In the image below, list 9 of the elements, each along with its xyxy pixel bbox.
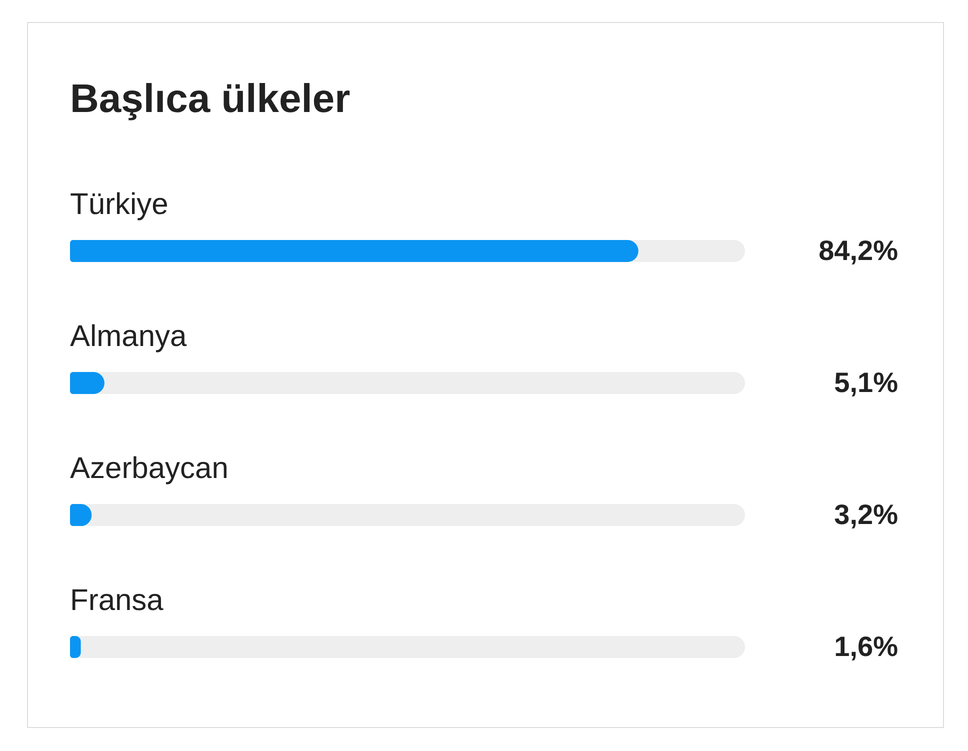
data-label: 84,2% — [818, 235, 898, 266]
y-tick-label: Azerbaycan — [70, 452, 228, 485]
y-tick-label: Almanya — [70, 320, 188, 353]
data-label: 5,1% — [834, 367, 898, 398]
y-tick-label: Fransa — [70, 584, 164, 617]
y-tick-label: Türkiye — [70, 188, 168, 221]
data-label: 3,2% — [834, 499, 898, 530]
chart-title: Başlıca ülkeler — [70, 77, 350, 121]
data-label: 1,6% — [834, 631, 898, 662]
